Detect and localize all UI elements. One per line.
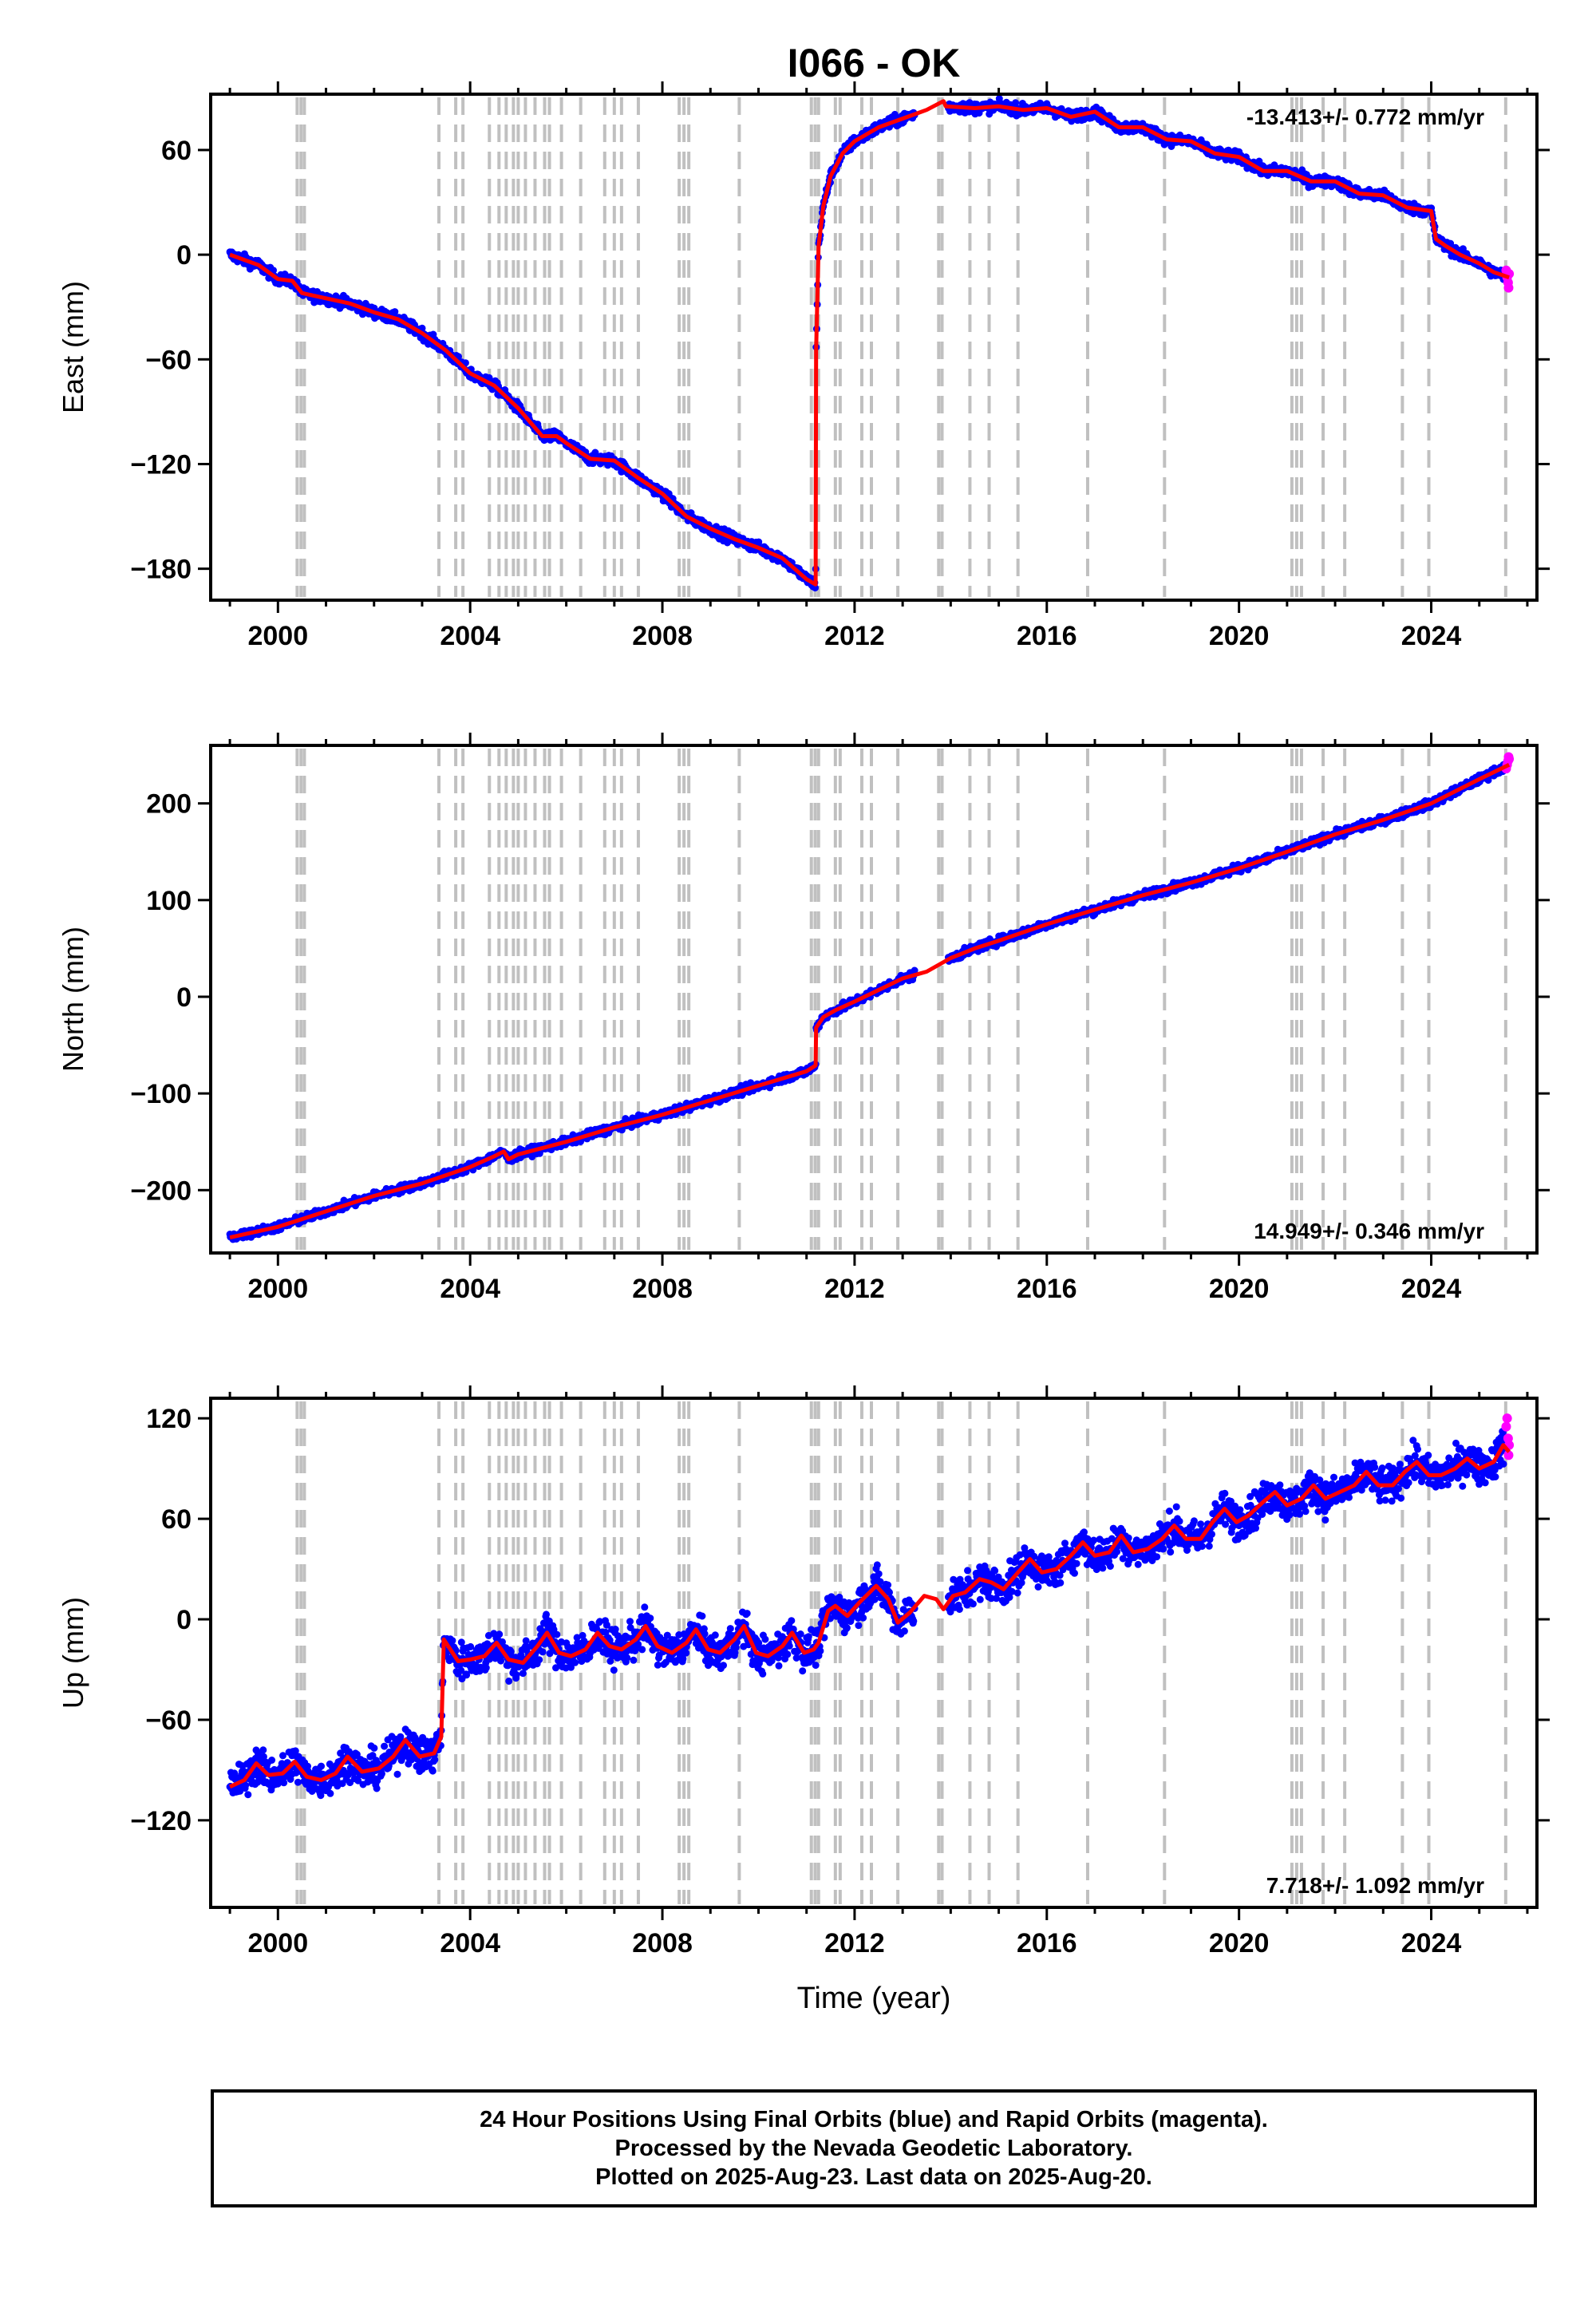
footer-line-1: 24 Hour Positions Using Final Orbits (bl… xyxy=(480,2107,1268,2132)
up-x-tick-label: 2020 xyxy=(1209,1928,1270,1958)
up-y-axis-label: Up (mm) xyxy=(57,1597,89,1709)
footer-line-2: Processed by the Nevada Geodetic Laborat… xyxy=(614,2136,1133,2161)
east-y-tick-label: −120 xyxy=(130,449,192,480)
up-panel: 2000 2004 2008 2012 2016 2020 2024 −120 −60 0 60 12… xyxy=(57,1385,1550,1958)
east-x-tick-label: 2004 xyxy=(440,621,500,651)
north-panel: 2000 2004 2008 2012 2016 2020 2024 −200 −100 0 100… xyxy=(57,733,1550,1304)
north-x-tick-label: 2016 xyxy=(1017,1274,1077,1304)
north-y-tick-label: −100 xyxy=(130,1079,192,1109)
north-rate-annotation: 14.949+/- 0.346 mm/yr xyxy=(1254,1219,1484,1243)
east-equipment-lines xyxy=(295,97,1507,597)
up-y-tick-label: 120 xyxy=(146,1404,192,1434)
north-final-points-path xyxy=(226,760,1510,1243)
north-final-points xyxy=(226,760,1510,1243)
east-final-points-path xyxy=(226,95,1510,592)
east-y-tick-label: −60 xyxy=(145,345,192,375)
up-rapid-point xyxy=(1502,1413,1512,1424)
east-y-tick-label: 0 xyxy=(176,240,192,271)
east-model-line xyxy=(229,99,1510,587)
east-rate-annotation: -13.413+/- 0.772 mm/yr xyxy=(1246,105,1484,129)
east-x-tick-label: 2008 xyxy=(632,621,693,651)
north-x-tick-label: 2004 xyxy=(440,1274,500,1304)
up-y-axis: −120 −60 0 60 120 xyxy=(130,1404,1550,1836)
north-rapid-point xyxy=(1504,753,1515,764)
up-y-tick-label: 60 xyxy=(161,1504,192,1535)
east-x-tick-label: 2000 xyxy=(247,621,308,651)
north-x-tick-label: 2020 xyxy=(1209,1274,1270,1304)
up-y-tick-label: −120 xyxy=(130,1806,192,1836)
east-y-tick-label: −180 xyxy=(130,555,192,585)
footer-line-3: Plotted on 2025-Aug-23. Last data on 202… xyxy=(595,2164,1152,2190)
north-y-axis-label: North (mm) xyxy=(57,927,89,1072)
up-rapid-point xyxy=(1503,1450,1514,1460)
north-y-axis: −200 −100 0 100 200 xyxy=(130,789,1550,1206)
north-y-tick-label: 100 xyxy=(146,886,192,916)
north-x-tick-label: 2008 xyxy=(632,1274,693,1304)
east-rapid-point xyxy=(1503,283,1514,293)
up-y-tick-label: −60 xyxy=(145,1705,192,1736)
east-rapid-points xyxy=(1501,265,1515,293)
up-x-tick-label: 2024 xyxy=(1401,1928,1462,1958)
north-y-tick-label: 0 xyxy=(176,982,192,1013)
up-rapid-point xyxy=(1501,1421,1511,1432)
north-model-line xyxy=(229,762,1511,1240)
east-x-axis: 2000 2004 2008 2012 2016 2020 2024 xyxy=(228,81,1529,651)
north-x-tick-label: 2012 xyxy=(824,1274,885,1304)
north-x-tick-label: 2000 xyxy=(247,1274,308,1304)
east-x-tick-label: 2024 xyxy=(1401,621,1462,651)
east-y-tick-label: 60 xyxy=(161,136,192,166)
east-plot-frame xyxy=(209,93,1539,602)
up-x-tick-label: 2000 xyxy=(247,1928,308,1958)
east-x-tick-label: 2012 xyxy=(824,621,885,651)
up-model-line xyxy=(229,1443,1511,1789)
up-plot-frame xyxy=(209,1397,1539,1909)
east-y-axis: −180 −120 −60 0 60 xyxy=(130,136,1550,585)
east-y-axis-label: East (mm) xyxy=(57,281,89,413)
east-x-tick-label: 2016 xyxy=(1017,621,1077,651)
x-axis-label: Time (year) xyxy=(797,1982,951,2015)
up-x-tick-label: 2012 xyxy=(824,1928,885,1958)
up-x-tick-label: 2016 xyxy=(1017,1928,1077,1958)
north-plot-frame xyxy=(209,744,1539,1255)
north-y-tick-label: −200 xyxy=(130,1176,192,1206)
east-x-tick-label: 2020 xyxy=(1209,621,1270,651)
east-panel: 2000 2004 2008 2012 2016 2020 2024 −180 −120 −60 0… xyxy=(57,81,1550,651)
chart-title: I066 - OK xyxy=(788,41,961,85)
north-y-tick-label: 200 xyxy=(146,789,192,820)
up-y-tick-label: 0 xyxy=(176,1605,192,1635)
north-rapid-points xyxy=(1501,752,1515,774)
up-rapid-points xyxy=(1501,1413,1515,1460)
north-x-axis: 2000 2004 2008 2012 2016 2020 2024 xyxy=(228,733,1529,1304)
north-x-tick-label: 2024 xyxy=(1401,1274,1462,1304)
up-x-tick-label: 2008 xyxy=(632,1928,693,1958)
east-final-points xyxy=(226,95,1510,592)
up-x-tick-label: 2004 xyxy=(440,1928,500,1958)
up-x-axis: 2000 2004 2008 2012 2016 2020 2024 xyxy=(228,1385,1529,1958)
up-rate-annotation: 7.718+/- 1.092 mm/yr xyxy=(1266,1873,1484,1898)
north-equipment-lines xyxy=(295,749,1507,1250)
footer-caption-box: 24 Hour Positions Using Final Orbits (bl… xyxy=(211,2089,1537,2207)
